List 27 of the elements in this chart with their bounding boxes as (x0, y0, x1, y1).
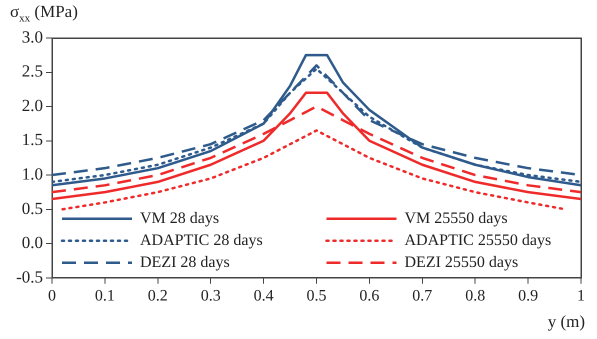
legend-label: DEZI 28 days (140, 254, 230, 272)
legend-label: DEZI 25550 days (404, 254, 518, 272)
x-tick-label: 0.2 (148, 288, 168, 305)
x-tick-label: 0.5 (306, 288, 326, 305)
y-tick-label: 0.5 (22, 198, 43, 218)
y-tick-label: 0.0 (22, 233, 43, 252)
x-tick-label: 0.3 (200, 288, 221, 305)
x-tick-label: 0.1 (94, 288, 115, 305)
x-tick-label: 0 (48, 288, 56, 305)
legend-label: VM 25550 days (404, 210, 508, 228)
x-tick-label: 1 (577, 288, 585, 305)
legend-label: ADAPTIC 25550 days (404, 232, 552, 250)
x-tick-label: 0.9 (518, 288, 538, 305)
x-tick-label: 0.4 (254, 288, 274, 305)
y-tick-label: 2.0 (22, 96, 43, 115)
legend-label: VM 28 days (140, 210, 220, 228)
y-tick-label: -0.5 (16, 267, 43, 286)
x-axis-title: y (m) (548, 312, 585, 332)
y-tick-label: 3.0 (22, 27, 43, 46)
y-tick-label: 1.5 (22, 130, 43, 150)
x-tick-label: 0.8 (465, 288, 486, 305)
y-axis-title: σ$_{xx}$ (MPa) (10, 2, 78, 24)
y-tick-label: 2.5 (22, 62, 43, 81)
x-tick-label: 0.6 (359, 288, 380, 305)
x-tick-label: 0.7 (412, 288, 432, 305)
legend-label: ADAPTIC 28 days (140, 232, 263, 250)
y-tick-label: 1.0 (22, 164, 43, 184)
